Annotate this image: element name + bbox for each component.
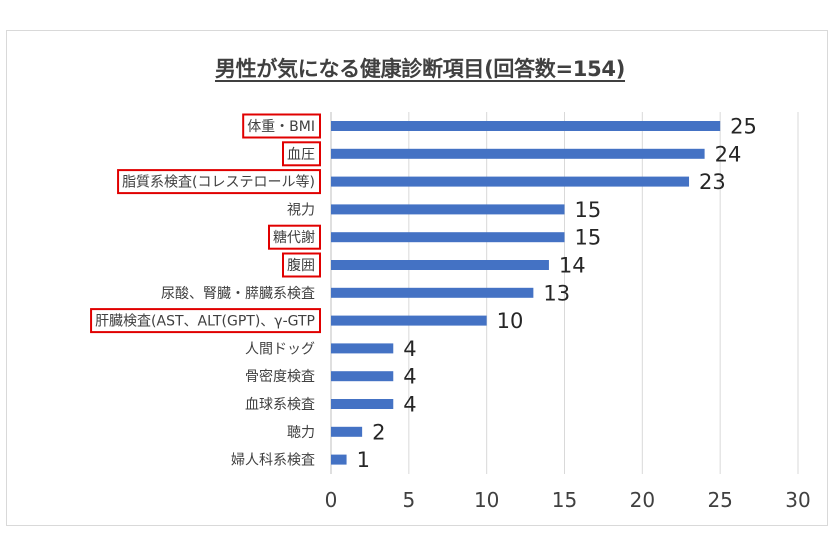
chart-frame [6, 30, 828, 526]
category-label-6: 尿酸、腎臓・膵臓系検査 [161, 286, 315, 302]
x-axis-ticks: 0 5 10 15 20 25 30 [325, 488, 811, 512]
highlight-box-1 [282, 141, 321, 167]
bar-6 [331, 287, 534, 298]
value-label-9: 4 [403, 365, 416, 389]
bar-12 [331, 454, 347, 465]
highlight-box-2 [117, 169, 321, 195]
x-tick-label-0: 0 [325, 488, 338, 512]
category-label-4: 糖代謝 [273, 230, 315, 246]
value-label-8: 4 [403, 337, 416, 361]
value-label-0: 25 [730, 115, 757, 139]
value-label-10: 4 [403, 393, 416, 417]
category-label-7: 肝臓検査(AST、ALT(GPT)、γ-GTP [95, 314, 315, 330]
highlight-box-7 [90, 308, 321, 334]
bar-0 [331, 121, 721, 131]
category-label-9: 骨密度検査 [245, 368, 315, 385]
category-label-3: 視力 [287, 202, 315, 218]
bar-11 [331, 426, 363, 437]
chart-title: 男性が気になる健康診断項目(回答数=154) [214, 57, 626, 81]
category-label-8: 人間ドッグ [245, 341, 315, 357]
category-label-2: 脂質系検査(コレステロール等) [122, 174, 315, 191]
value-label-3: 15 [575, 198, 602, 222]
x-tick-label-10: 10 [474, 488, 499, 512]
value-label-5: 14 [559, 254, 586, 278]
value-label-6: 13 [543, 281, 570, 305]
bar-5 [331, 260, 549, 270]
x-tick-label-15: 15 [552, 488, 577, 512]
bar-4 [331, 232, 565, 243]
bar-9 [331, 371, 394, 382]
bar-8 [331, 343, 394, 354]
value-label-7: 10 [497, 309, 524, 333]
x-tick-label-20: 20 [630, 488, 655, 512]
category-label-11: 聴力 [287, 425, 315, 441]
category-label-0: 体重・BMI [247, 119, 315, 135]
x-tick-label-25: 25 [707, 488, 732, 512]
bar-7 [331, 315, 487, 326]
highlight-box-0 [242, 113, 321, 139]
bar-10 [331, 399, 394, 409]
bar-2 [331, 176, 690, 187]
category-label-5: 腹囲 [287, 257, 315, 274]
x-tick-label-5: 5 [402, 488, 415, 512]
category-label-10: 血球系検査 [245, 397, 315, 413]
value-label-2: 23 [699, 170, 726, 194]
category-label-1: 血圧 [287, 147, 315, 163]
bar-1 [331, 148, 705, 159]
value-label-4: 15 [575, 226, 602, 250]
value-label-1: 24 [715, 142, 742, 166]
x-tick-label-30: 30 [785, 488, 810, 512]
category-label-12: 婦人科系検査 [231, 452, 315, 469]
highlight-box-5 [282, 252, 321, 278]
bar-3 [331, 204, 565, 215]
highlight-box-4 [268, 224, 321, 250]
value-label-12: 1 [357, 448, 370, 472]
value-label-11: 2 [372, 420, 385, 444]
